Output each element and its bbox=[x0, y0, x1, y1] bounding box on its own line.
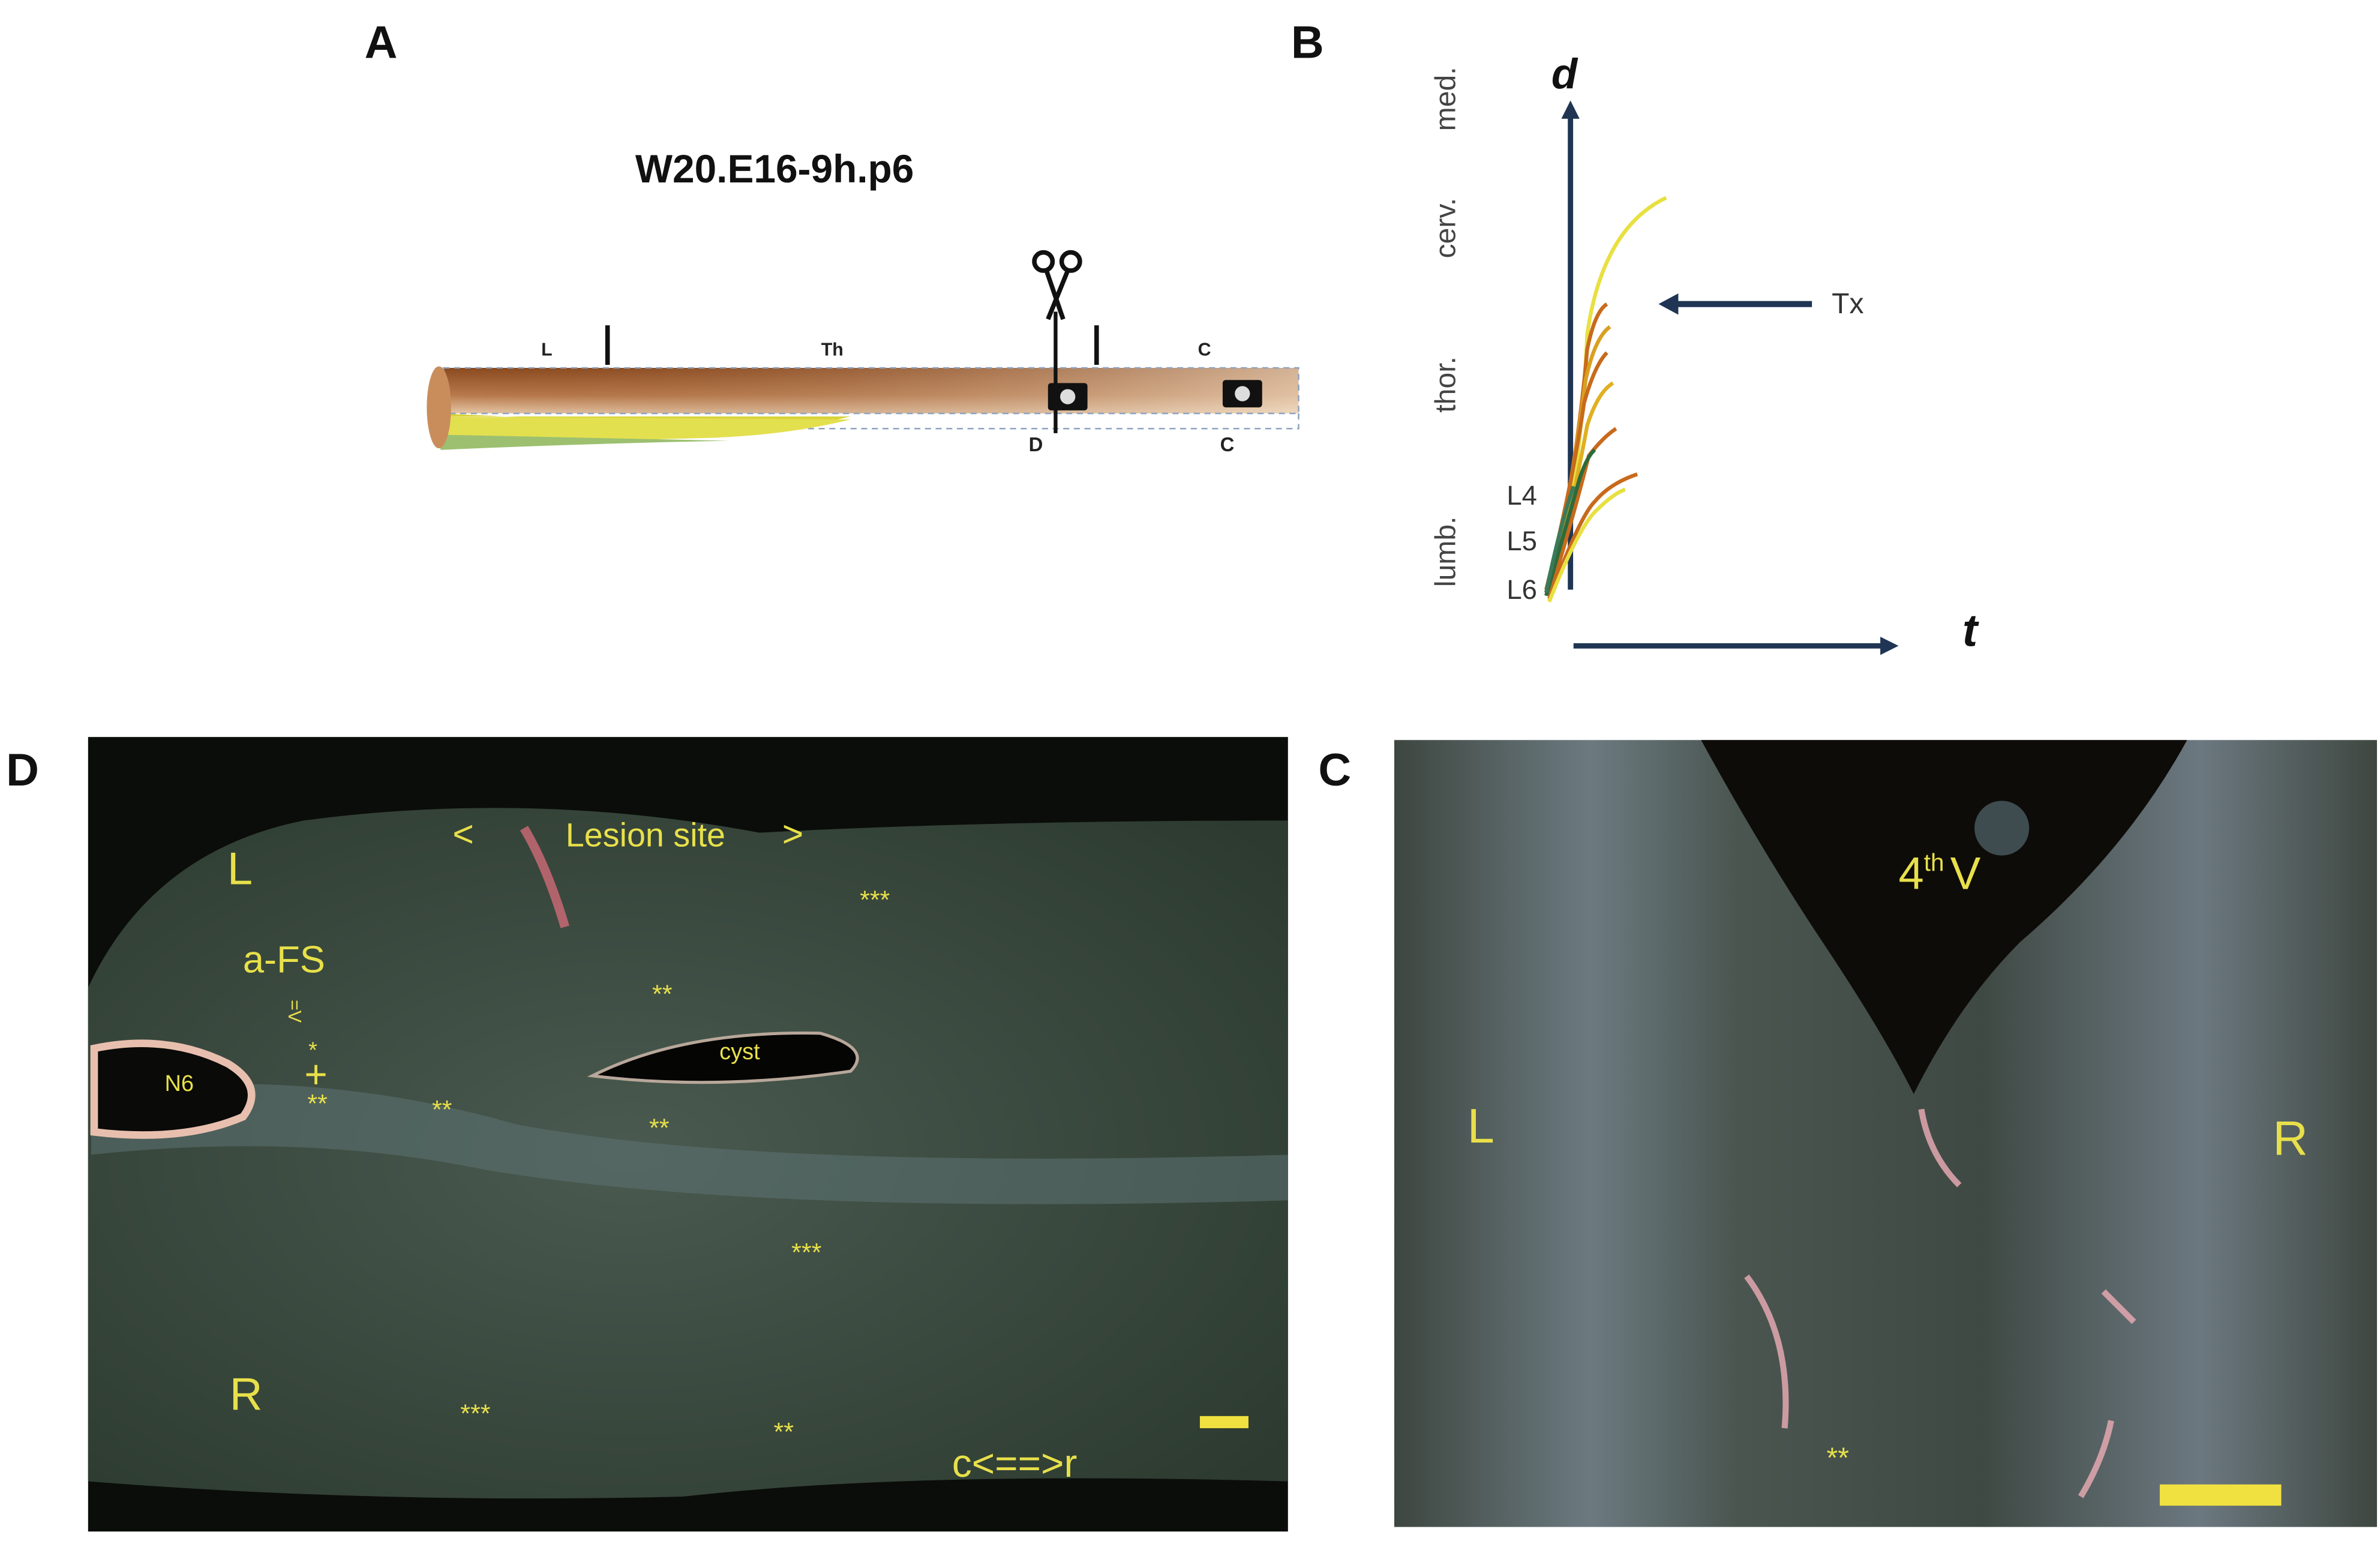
axis-label: d bbox=[1551, 50, 1578, 98]
panel-label: C bbox=[1318, 745, 1351, 796]
panel-label: A bbox=[365, 17, 398, 68]
asterisk: ** bbox=[1827, 1442, 1849, 1474]
curves bbox=[1544, 196, 1667, 603]
marker-label: D bbox=[1029, 433, 1043, 455]
axis-label: t bbox=[1962, 605, 1979, 656]
ventricle-end: V bbox=[1950, 848, 1981, 899]
region-label: med. bbox=[1429, 67, 1461, 131]
region-label: lumb. bbox=[1429, 517, 1461, 587]
side-label: L bbox=[1467, 1099, 1494, 1153]
scale-bar bbox=[2159, 1484, 2282, 1506]
region-label: thor. bbox=[1429, 356, 1461, 413]
ventricle-label: 4th V bbox=[1898, 848, 1980, 899]
asterisk: * bbox=[308, 1038, 317, 1063]
arrow-head bbox=[1880, 637, 1899, 655]
asterisk: *** bbox=[791, 1239, 821, 1267]
panel-a: A W20.E16-9h.p6 L Th C D C bbox=[365, 17, 1299, 455]
scale-bar bbox=[1199, 1416, 1248, 1429]
lesion-label: > bbox=[782, 813, 803, 854]
asterisk: *** bbox=[860, 886, 890, 915]
marker-label: C bbox=[1220, 433, 1235, 455]
asterisk: ** bbox=[307, 1089, 328, 1118]
arrow-head bbox=[1561, 100, 1580, 119]
segment-label: Th bbox=[821, 340, 844, 360]
region-label: cerv. bbox=[1429, 198, 1461, 259]
side-label: L bbox=[227, 844, 253, 895]
panel-label: B bbox=[1291, 17, 1324, 68]
tissue-band bbox=[91, 1084, 1288, 1204]
ventricle bbox=[1701, 740, 2187, 1095]
afs-label: a-FS bbox=[243, 939, 325, 981]
lesion-label: < bbox=[452, 813, 473, 854]
specimen-title: W20.E16-9h.p6 bbox=[635, 146, 914, 191]
arrow-label: Tx bbox=[1832, 287, 1863, 320]
level-label: L5 bbox=[1506, 526, 1537, 556]
side-label: R bbox=[2273, 1111, 2308, 1165]
cord-end bbox=[427, 366, 451, 449]
plus-label: + bbox=[304, 1052, 327, 1096]
panel-c: C 4th V L R ** bbox=[1318, 740, 2377, 1527]
asterisk: *** bbox=[460, 1399, 490, 1428]
asterisk: ** bbox=[652, 980, 673, 1009]
scissors-icon bbox=[1032, 250, 1082, 320]
segment-label: L bbox=[541, 340, 553, 360]
asterisk: ** bbox=[432, 1096, 452, 1125]
nerve-label: N6 bbox=[164, 1071, 194, 1096]
vessels bbox=[1744, 1108, 2136, 1498]
panel-b: B d t med. cerv. thor. lumb. L4 L5 L6 Tx bbox=[1291, 17, 1979, 656]
panel-label: D bbox=[6, 745, 39, 796]
afs-symbol: =V bbox=[284, 1000, 304, 1023]
side-label: R bbox=[230, 1369, 263, 1420]
nerve-hole bbox=[90, 1039, 256, 1139]
panel-d: D < Lesion site > L R a-FS =V + N6 cyst … bbox=[6, 737, 1288, 1532]
camera-icon bbox=[1048, 380, 1262, 410]
cord-green bbox=[440, 434, 730, 450]
cord-shade bbox=[443, 368, 1299, 413]
level-label: L6 bbox=[1506, 574, 1537, 605]
orientation-label: c<==>r bbox=[952, 1441, 1078, 1485]
cyst-hole bbox=[587, 1032, 859, 1084]
segment-label: C bbox=[1198, 340, 1211, 360]
arrow-head bbox=[1658, 293, 1679, 315]
level-label: L4 bbox=[1506, 480, 1537, 511]
lesion-label: Lesion site bbox=[566, 816, 725, 853]
asterisk: ** bbox=[649, 1114, 670, 1143]
ventricle-number: 4 bbox=[1898, 848, 1923, 899]
cyst-label: cyst bbox=[719, 1039, 760, 1065]
ventricle-sup: th bbox=[1924, 849, 1944, 876]
lesion-mark bbox=[520, 826, 570, 928]
bubble bbox=[1974, 801, 2030, 856]
asterisk: ** bbox=[774, 1417, 794, 1446]
